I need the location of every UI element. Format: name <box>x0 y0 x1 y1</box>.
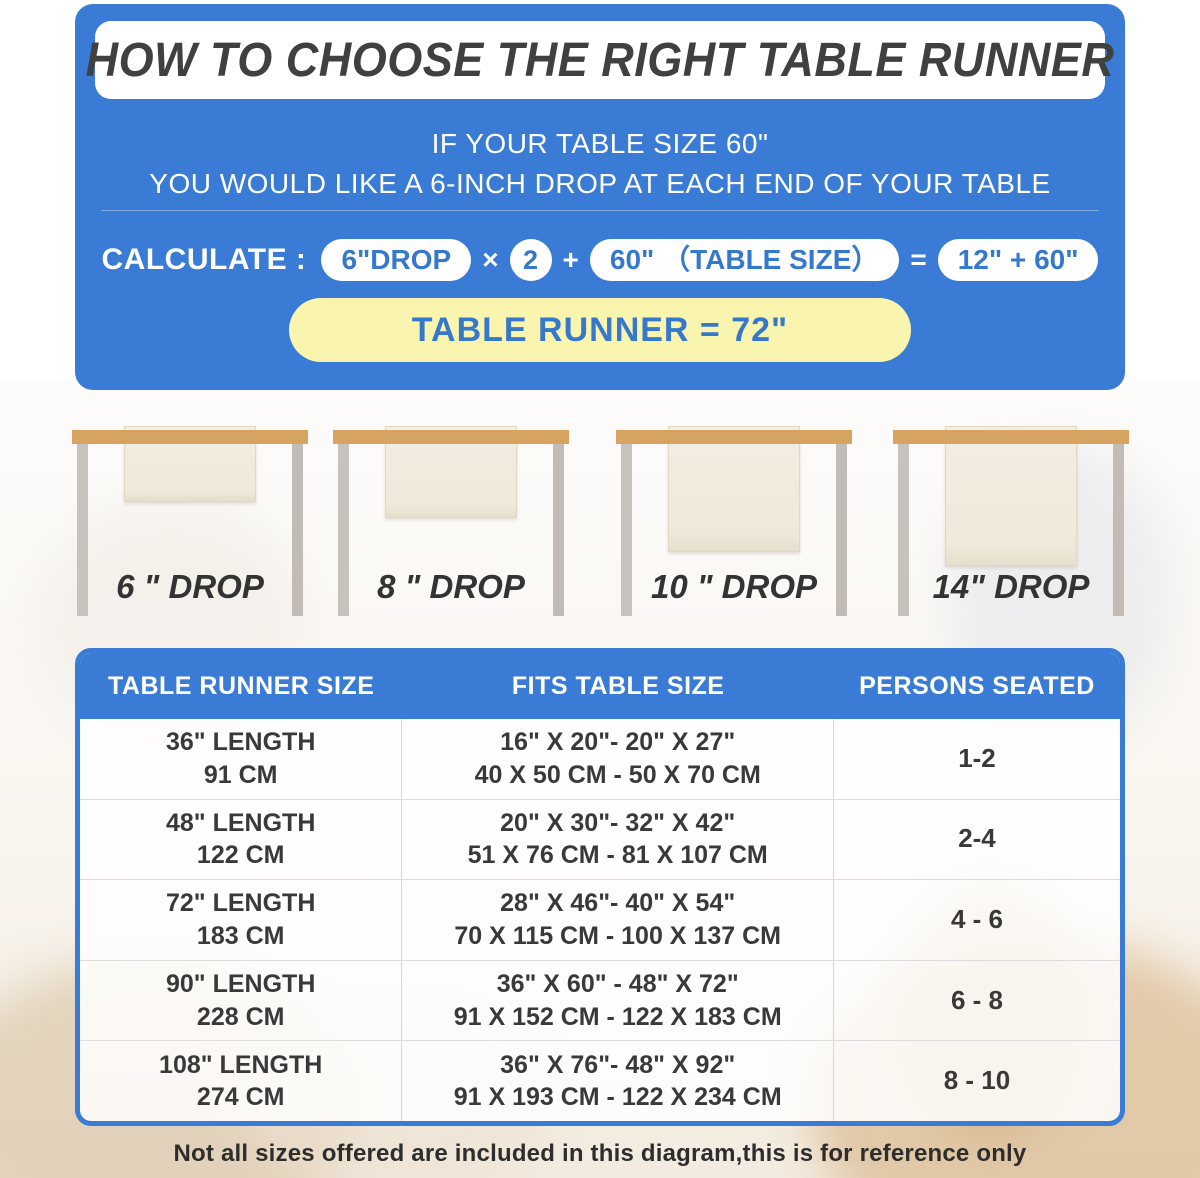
persons-cell: 8 - 10 <box>834 1041 1120 1121</box>
runner-size-cell: 72" LENGTH 183 CM <box>80 880 403 960</box>
table-leg <box>77 444 88 616</box>
table-leg <box>621 444 632 616</box>
runner-illustration <box>668 426 800 552</box>
tabletop-illustration <box>72 430 308 444</box>
fits-inches: 36" X 60" - 48" X 72" <box>496 970 739 999</box>
size-chart-body: 36" LENGTH 91 CM 16" X 20"- 20" X 27" 40… <box>80 719 1120 1121</box>
fits-size-cell: 36" X 60" - 48" X 72" 91 X 152 CM - 122 … <box>402 960 834 1041</box>
persons-cell: 2-4 <box>834 800 1120 880</box>
table-row: 36" LENGTH 91 CM 16" X 20"- 20" X 27" 40… <box>80 719 1120 799</box>
result-pill: TABLE RUNNER = 72" <box>289 298 911 362</box>
fits-cm: 70 X 115 CM - 100 X 137 CM <box>454 921 781 950</box>
persons-count: 6 - 8 <box>950 984 1003 1015</box>
persons-cell: 4 - 6 <box>834 880 1120 960</box>
drop-label: 14" DROP <box>932 568 1090 605</box>
runner-size-cell: 48" LENGTH 122 CM <box>80 799 403 880</box>
size-inches: 90" LENGTH <box>166 970 316 999</box>
factor-circle: 2 <box>509 239 552 281</box>
drop-label: 6 " DROP <box>116 568 264 605</box>
size-inches: 72" LENGTH <box>166 889 316 918</box>
table-leg <box>553 444 564 616</box>
persons-cell: 1-2 <box>834 719 1120 799</box>
fits-cm: 91 X 152 CM - 122 X 183 CM <box>453 1002 782 1031</box>
header-persons-seated: PERSONS SEATED <box>859 671 1095 700</box>
fits-inches: 28" X 46"- 40" X 54" <box>500 889 736 918</box>
fits-inches: 20" X 30"- 32" X 42" <box>500 808 736 837</box>
result-text: TABLE RUNNER = 72" <box>411 310 789 349</box>
table-leg <box>292 444 303 616</box>
fits-size-cell: 16" X 20"- 20" X 27" 40 X 50 CM - 50 X 7… <box>402 719 834 799</box>
size-inches: 108" LENGTH <box>159 1050 323 1079</box>
size-cm: 228 CM <box>196 1002 285 1031</box>
title-box: HOW TO CHOOSE THE RIGHT TABLE RUNNER <box>86 21 1114 99</box>
runner-size-cell: 90" LENGTH 228 CM <box>80 960 403 1041</box>
multiply-sign: × <box>482 244 499 275</box>
size-chart-card: TABLE RUNNER SIZE FITS TABLE SIZE PERSON… <box>75 648 1125 1126</box>
footer-note: Not all sizes offered are included in th… <box>173 1140 1027 1167</box>
table-row: 48" LENGTH 122 CM 20" X 30"- 32" X 42" 5… <box>80 798 1120 880</box>
drop-label: 10 " DROP <box>650 568 818 605</box>
tabletop-illustration <box>616 430 852 444</box>
table-row: 108" LENGTH 274 CM 36" X 76"- 48" X 92" … <box>80 1040 1120 1121</box>
table-diagram-8-drop: 8 " DROP <box>333 420 569 648</box>
size-cm: 183 CM <box>196 921 285 950</box>
persons-count: 2-4 <box>958 823 996 854</box>
size-chart-header: TABLE RUNNER SIZE FITS TABLE SIZE PERSON… <box>80 653 1120 719</box>
fits-size-cell: 28" X 46"- 40" X 54" 70 X 115 CM - 100 X… <box>402 880 834 960</box>
drop-label: 8 " DROP <box>377 568 525 605</box>
tabletop-illustration <box>333 430 569 444</box>
calculation-row: CALCULATE : 6"DROP × 2 + 60" （TABLE SIZE… <box>75 236 1125 284</box>
table-row: 90" LENGTH 228 CM 36" X 60" - 48" X 72" … <box>80 959 1120 1041</box>
fits-cm: 91 X 193 CM - 122 X 234 CM <box>453 1083 782 1112</box>
drop-value-pill: 6"DROP <box>321 238 472 282</box>
banner-divider <box>101 210 1099 211</box>
table-diagram-6-drop: 6 " DROP <box>72 420 308 648</box>
fits-cm: 40 X 50 CM - 50 X 70 CM <box>474 760 761 789</box>
equals-sign: = <box>910 244 927 275</box>
size-inches: 48" LENGTH <box>166 808 316 837</box>
runner-size-cell: 108" LENGTH 274 CM <box>80 1041 403 1121</box>
runner-size-cell: 36" LENGTH 91 CM <box>80 719 403 799</box>
size-cm: 122 CM <box>196 841 285 870</box>
calculate-label: CALCULATE : <box>101 243 307 276</box>
persons-count: 8 - 10 <box>943 1065 1011 1096</box>
table-diagram-14-drop: 14" DROP <box>893 420 1129 648</box>
table-leg <box>898 444 909 616</box>
size-inches: 36" LENGTH <box>166 728 316 757</box>
fits-inches: 16" X 20"- 20" X 27" <box>500 728 736 757</box>
table-leg <box>338 444 349 616</box>
persons-count: 4 - 6 <box>950 904 1003 935</box>
intro-line-2: YOU WOULD LIKE A 6-INCH DROP AT EACH END… <box>149 168 1051 199</box>
fits-cm: 51 X 76 CM - 81 X 107 CM <box>467 841 768 870</box>
sum-pill: 12" + 60" <box>937 238 1099 282</box>
fits-inches: 36" X 76"- 48" X 92" <box>500 1050 736 1079</box>
plus-sign: + <box>562 244 579 275</box>
table-leg <box>1113 444 1124 616</box>
table-leg <box>836 444 847 616</box>
table-size-pill: 60" （TABLE SIZE） <box>589 238 900 282</box>
runner-illustration <box>945 426 1077 566</box>
table-diagram-10-drop: 10 " DROP <box>616 420 852 648</box>
header-fits-table-size: FITS TABLE SIZE <box>511 671 725 700</box>
intro-line-1: IF YOUR TABLE SIZE 60" <box>431 128 769 159</box>
persons-count: 1-2 <box>958 742 996 773</box>
header-banner: HOW TO CHOOSE THE RIGHT TABLE RUNNER IF … <box>75 4 1125 390</box>
fits-size-cell: 36" X 76"- 48" X 92" 91 X 193 CM - 122 X… <box>402 1041 834 1121</box>
size-cm: 274 CM <box>196 1083 285 1112</box>
table-row: 72" LENGTH 183 CM 28" X 46"- 40" X 54" 7… <box>80 879 1120 960</box>
persons-cell: 6 - 8 <box>834 961 1120 1041</box>
header-runner-size: TABLE RUNNER SIZE <box>108 671 375 700</box>
size-cm: 91 CM <box>203 760 278 789</box>
page-title: HOW TO CHOOSE THE RIGHT TABLE RUNNER <box>85 31 1115 87</box>
fits-size-cell: 20" X 30"- 32" X 42" 51 X 76 CM - 81 X 1… <box>402 799 834 880</box>
tabletop-illustration <box>893 430 1129 444</box>
